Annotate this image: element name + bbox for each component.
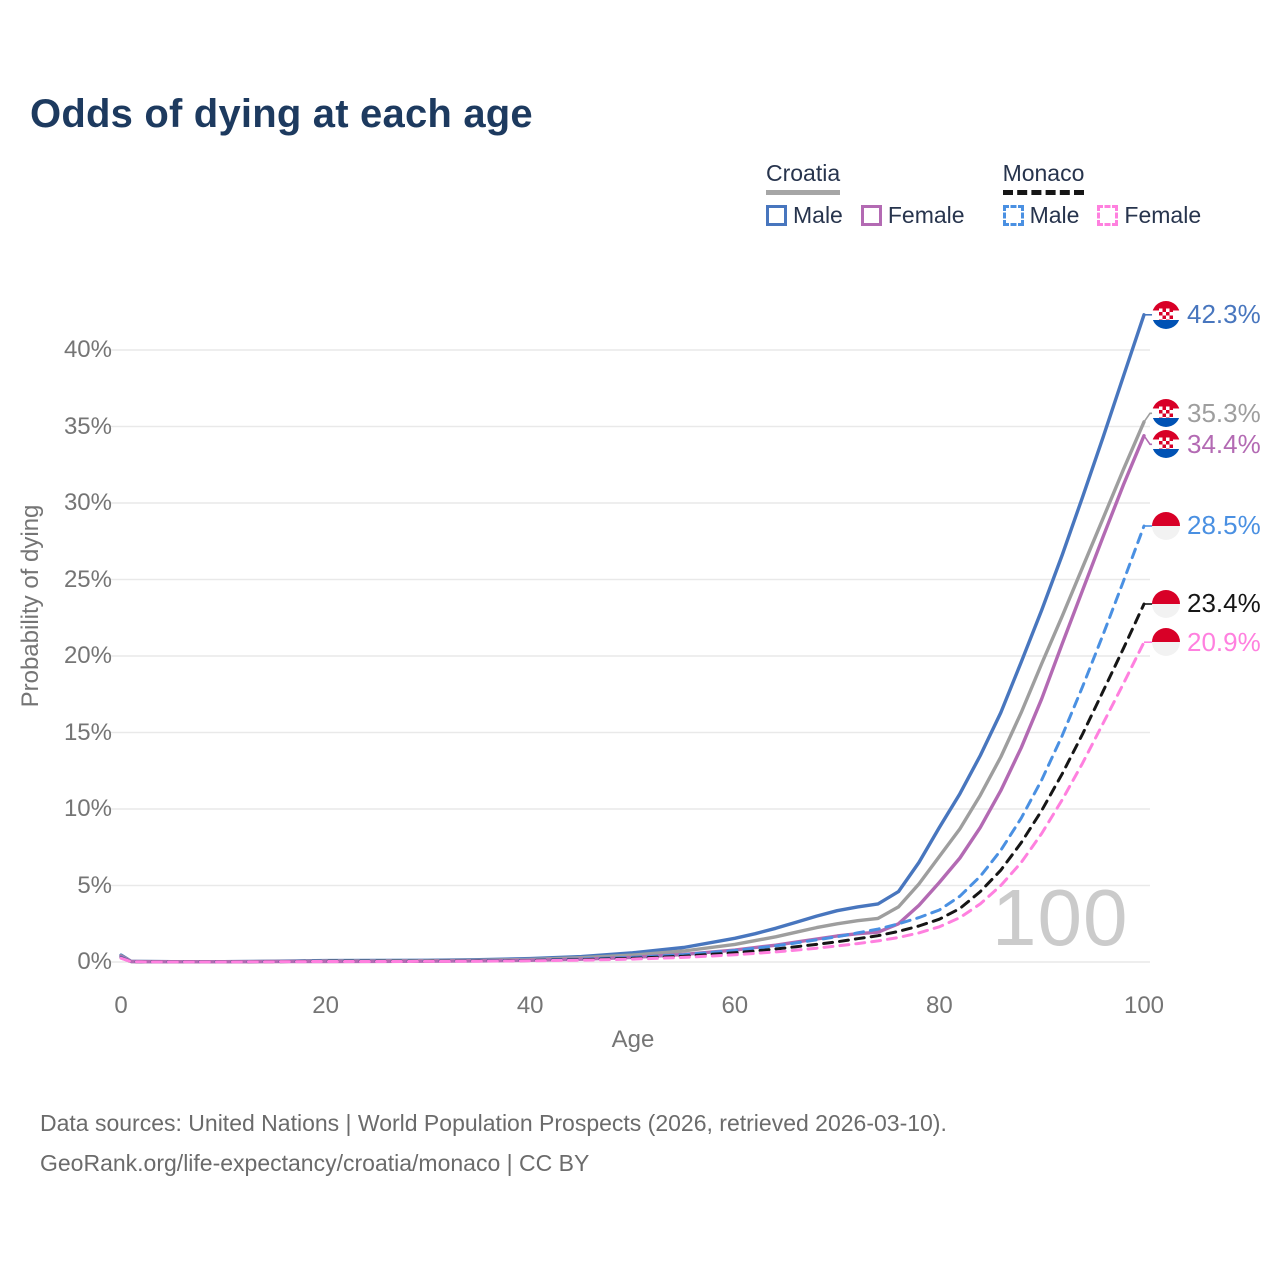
series-line-monaco-all[interactable] bbox=[119, 602, 1146, 964]
data-sources-text: Data sources: United Nations | World Pop… bbox=[40, 1110, 947, 1136]
y-tick-label: 25% bbox=[63, 565, 112, 593]
legend-country-croatia: Croatia bbox=[766, 160, 841, 195]
monaco-male-swatch-icon bbox=[1002, 205, 1024, 226]
x-tick-label: 60 bbox=[721, 992, 749, 1019]
legend-country-monaco: Monaco bbox=[1002, 160, 1085, 195]
croatia-flag-icon bbox=[1152, 430, 1180, 459]
x-tick-label: 20 bbox=[312, 992, 339, 1019]
croatia-female-swatch-icon bbox=[860, 205, 882, 226]
croatia-male-swatch-icon bbox=[766, 205, 787, 226]
y-tick-label: 30% bbox=[63, 489, 112, 516]
x-tick-label: 80 bbox=[926, 992, 953, 1019]
monaco-flag-icon bbox=[1152, 628, 1180, 657]
legend: Croatia Male Female Monaco Male bbox=[766, 160, 1201, 229]
end-label-value: 34.4% bbox=[1187, 428, 1261, 459]
end-label-value: 35.3% bbox=[1187, 397, 1261, 428]
legend-item-label: Male bbox=[1029, 202, 1080, 228]
legend-item-monaco-female[interactable]: Female bbox=[1097, 202, 1201, 229]
age-hover-label: 100 bbox=[992, 873, 1129, 962]
series-line-croatia-male[interactable] bbox=[119, 313, 1146, 964]
legend-item-label: Male bbox=[793, 202, 843, 228]
legend-group-monaco: Monaco Male Female bbox=[1002, 160, 1201, 229]
monaco-flag-icon bbox=[1152, 511, 1180, 540]
croatia-flag-icon bbox=[1152, 399, 1180, 428]
series-line-monaco-female[interactable] bbox=[119, 640, 1146, 964]
end-label-monaco-female[interactable]: 20.9% bbox=[1152, 627, 1261, 657]
y-tick-label: 40% bbox=[63, 336, 112, 363]
y-tick-label: 20% bbox=[63, 642, 112, 669]
end-label-value: 20.9% bbox=[1187, 626, 1261, 657]
end-label-monaco-male[interactable]: 28.5% bbox=[1152, 510, 1261, 541]
monaco-flag-icon bbox=[1152, 589, 1180, 618]
chart-canvas bbox=[110, 313, 1154, 964]
legend-item-label: Female bbox=[1124, 202, 1202, 228]
y-tick-label: 35% bbox=[63, 412, 112, 440]
end-label-value: 23.4% bbox=[1187, 588, 1261, 619]
legend-items-monaco: Male Female bbox=[1002, 202, 1201, 229]
x-tick-label: 0 bbox=[114, 992, 128, 1019]
end-label-monaco-all[interactable]: 23.4% bbox=[1152, 588, 1261, 619]
legend-item-label: Female bbox=[887, 202, 965, 228]
page-title: Odds of dying at each age bbox=[30, 92, 533, 136]
y-tick-label: 10% bbox=[63, 795, 112, 822]
end-label-croatia-female[interactable]: 34.4% bbox=[1152, 429, 1261, 459]
legend-item-croatia-female[interactable]: Female bbox=[860, 202, 965, 229]
end-label-value: 28.5% bbox=[1187, 510, 1261, 541]
y-tick-label: 0% bbox=[77, 948, 112, 975]
croatia-flag-icon bbox=[1152, 300, 1180, 329]
end-label-croatia-all[interactable]: 35.3% bbox=[1152, 398, 1261, 428]
x-tick-label: 40 bbox=[516, 992, 544, 1019]
legend-item-croatia-male[interactable]: Male bbox=[766, 202, 843, 229]
legend-items-croatia: Male Female bbox=[766, 202, 965, 229]
legend-group-croatia: Croatia Male Female bbox=[766, 160, 965, 229]
legend-item-monaco-male[interactable]: Male bbox=[1002, 202, 1080, 229]
attribution-text: GeoRank.org/life-expectancy/croatia/mona… bbox=[40, 1150, 590, 1176]
y-axis-title: Probability of dying bbox=[17, 504, 44, 708]
x-tick-label: 100 bbox=[1123, 992, 1165, 1019]
monaco-female-swatch-icon bbox=[1097, 205, 1119, 226]
y-tick-label: 15% bbox=[63, 718, 112, 746]
end-label-croatia-male[interactable]: 42.3% bbox=[1152, 299, 1261, 330]
end-label-value: 42.3% bbox=[1187, 299, 1261, 330]
x-axis-title: Age bbox=[611, 1026, 655, 1053]
series-line-monaco-male[interactable] bbox=[119, 524, 1146, 964]
y-tick-label: 5% bbox=[77, 871, 112, 899]
